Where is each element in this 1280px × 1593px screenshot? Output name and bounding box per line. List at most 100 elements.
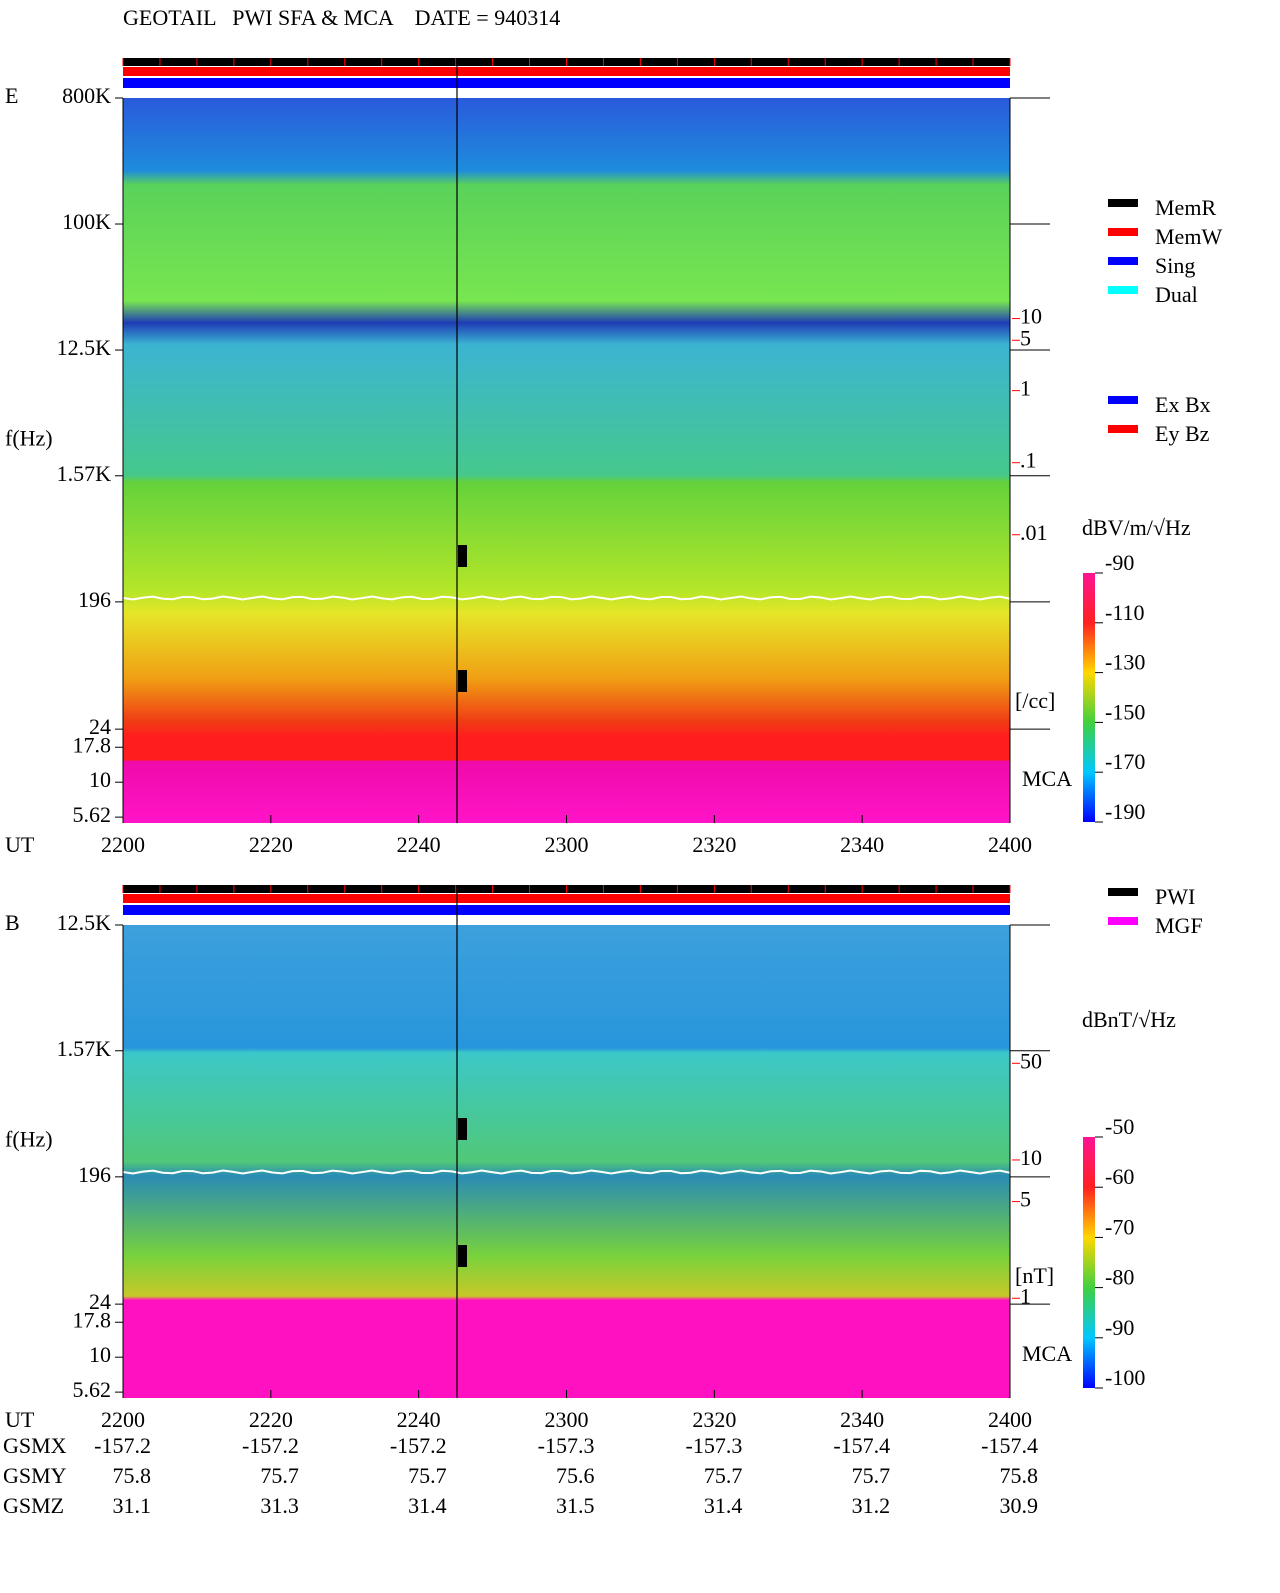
y-tick-label: 196 <box>78 587 111 612</box>
orbit-row-label: GSMY <box>3 1463 67 1488</box>
y2-tick-label: .01 <box>1020 520 1048 545</box>
colorbar-tick-label: -80 <box>1105 1265 1134 1290</box>
y2-tick-label: 10 <box>1020 304 1042 329</box>
status-bar <box>123 905 1010 915</box>
page-title: GEOTAIL PWI SFA & MCA DATE = 940314 <box>123 5 560 30</box>
legend-swatch <box>1108 228 1138 236</box>
colorbar-tick-label: -110 <box>1105 600 1145 625</box>
orbit-value: 75.8 <box>1000 1463 1039 1488</box>
orbit-value: 75.7 <box>260 1463 299 1488</box>
x-axis-label: UT <box>5 832 35 857</box>
colorbar-tick-label: -60 <box>1105 1164 1134 1189</box>
colorbar-tick-label: -90 <box>1105 550 1134 575</box>
status-bar <box>123 67 1010 76</box>
legend-swatch <box>1108 257 1138 265</box>
legend-swatch <box>1108 199 1138 207</box>
panel-label: B <box>5 910 20 935</box>
y-tick-label: 100K <box>62 209 111 234</box>
data-gap <box>458 545 467 567</box>
y-tick-label: 196 <box>78 1162 111 1187</box>
status-bar <box>123 78 1010 88</box>
legend-label: MemR <box>1155 195 1216 220</box>
y2-tick-label: 5 <box>1020 1187 1031 1212</box>
x-tick-label: 2300 <box>545 832 589 857</box>
spectrogram <box>123 925 1010 1398</box>
legend-label: PWI <box>1155 884 1195 909</box>
y-tick-label: 5.62 <box>73 1377 112 1402</box>
x-tick-label: 2300 <box>545 1407 589 1432</box>
colorbar-tick-label: -150 <box>1105 699 1145 724</box>
legend-label: Sing <box>1155 253 1195 278</box>
y-tick-label: 1.57K <box>57 1036 112 1061</box>
x-tick-label: 2320 <box>692 1407 736 1432</box>
y2-tick-label: .1 <box>1020 448 1037 473</box>
x-tick-label: 2340 <box>840 832 884 857</box>
y2-tick-label: 1 <box>1020 1283 1031 1308</box>
y2-tick-label: 10 <box>1020 1145 1042 1170</box>
y-tick-label: 24 <box>89 1289 111 1314</box>
orbit-value: 75.7 <box>408 1463 447 1488</box>
legend-swatch <box>1108 396 1138 404</box>
colorbar-tick-label: -130 <box>1105 650 1145 675</box>
orbit-value: -157.4 <box>981 1433 1038 1458</box>
y-tick-label: 12.5K <box>57 910 112 935</box>
orbit-row-label: GSMZ <box>3 1493 64 1518</box>
orbit-value: -157.3 <box>538 1433 595 1458</box>
legend-swatch <box>1108 917 1138 925</box>
orbit-value: 31.3 <box>260 1493 299 1518</box>
orbit-value: -157.2 <box>242 1433 299 1458</box>
y-tick-label: 17.8 <box>73 732 112 757</box>
y-tick-label: 10 <box>89 1342 111 1367</box>
legend-label: MGF <box>1155 913 1203 938</box>
x-tick-label: 2240 <box>397 832 441 857</box>
orbit-value: -157.4 <box>833 1433 890 1458</box>
orbit-value: -157.2 <box>94 1433 151 1458</box>
orbit-value: 75.7 <box>852 1463 891 1488</box>
legend-label: Ey Bz <box>1155 421 1210 446</box>
orbit-row-label: GSMX <box>3 1433 67 1458</box>
orbit-value: 75.8 <box>113 1463 152 1488</box>
orbit-value: 31.2 <box>852 1493 891 1518</box>
legend-label: Dual <box>1155 282 1198 307</box>
y2-tick-label: 50 <box>1020 1048 1042 1073</box>
x-tick-label: 2340 <box>840 1407 884 1432</box>
legend-swatch <box>1108 425 1138 433</box>
x-tick-label: 2320 <box>692 832 736 857</box>
panel-label: E <box>5 83 18 108</box>
y-tick-label: 1.57K <box>57 461 112 486</box>
orbit-value: 31.1 <box>113 1493 152 1518</box>
orbit-value: 75.7 <box>704 1463 743 1488</box>
x-tick-label: 2200 <box>101 832 145 857</box>
orbit-value: 31.5 <box>556 1493 595 1518</box>
legend-swatch <box>1108 888 1138 896</box>
data-gap <box>458 1118 467 1140</box>
orbit-value: 30.9 <box>1000 1493 1039 1518</box>
x-tick-label: 2200 <box>101 1407 145 1432</box>
colorbar-label: dBV/m/√Hz <box>1082 515 1191 540</box>
x-tick-label: 2400 <box>988 1407 1032 1432</box>
orbit-value: 31.4 <box>704 1493 743 1518</box>
colorbar-tick-label: -100 <box>1105 1365 1145 1390</box>
y2-tick-label: 5 <box>1020 325 1031 350</box>
y-tick-label: 17.8 <box>73 1307 112 1332</box>
colorbar-label: dBnT/√Hz <box>1082 1007 1176 1032</box>
legend-label: Ex Bx <box>1155 392 1211 417</box>
orbit-value: -157.3 <box>686 1433 743 1458</box>
colorbar-tick-label: -50 <box>1105 1114 1134 1139</box>
y2-axis-label: [nT] <box>1015 1263 1054 1288</box>
x-tick-label: 2220 <box>249 832 293 857</box>
colorbar-tick-label: -170 <box>1105 749 1145 774</box>
y-tick-label: 5.62 <box>73 802 112 827</box>
y2-tick-label: 1 <box>1020 376 1031 401</box>
y-axis-label: f(Hz) <box>5 426 53 451</box>
y-tick-label: 24 <box>89 714 111 739</box>
colorbar-tick-label: -70 <box>1105 1214 1134 1239</box>
data-gap <box>458 1245 467 1267</box>
legend-swatch <box>1108 286 1138 294</box>
spectrogram <box>123 98 1010 823</box>
orbit-value: 31.4 <box>408 1493 447 1518</box>
orbit-value: 75.6 <box>556 1463 595 1488</box>
colorbar <box>1083 573 1095 822</box>
x-tick-label: 2400 <box>988 832 1032 857</box>
